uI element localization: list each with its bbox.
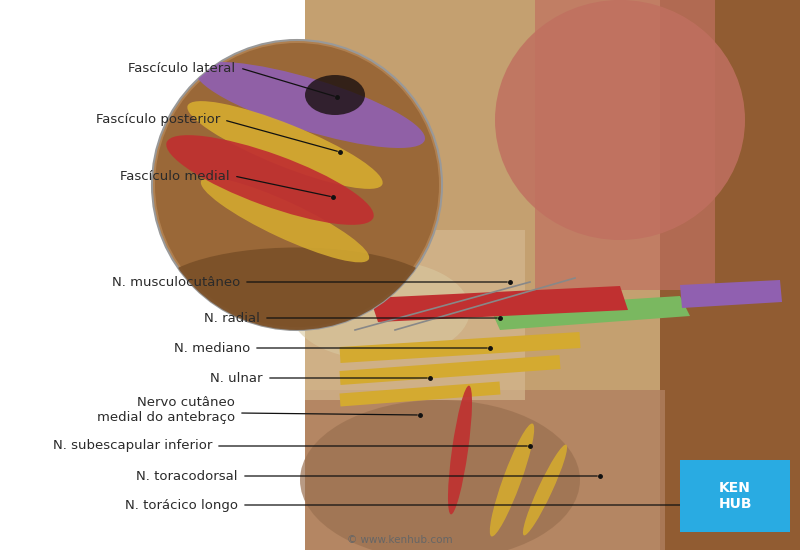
Ellipse shape xyxy=(523,444,567,535)
Text: N. radial: N. radial xyxy=(204,311,260,324)
Bar xyxy=(660,0,800,550)
Text: N. ulnar: N. ulnar xyxy=(210,371,263,384)
Text: N. mediano: N. mediano xyxy=(174,342,250,355)
Ellipse shape xyxy=(187,101,382,189)
Bar xyxy=(305,230,525,400)
Text: N. torácico longo: N. torácico longo xyxy=(125,498,238,512)
Ellipse shape xyxy=(195,62,425,148)
Bar xyxy=(535,0,715,290)
Ellipse shape xyxy=(495,0,745,240)
Text: Fascículo posterior: Fascículo posterior xyxy=(96,113,220,127)
Bar xyxy=(305,0,800,550)
Polygon shape xyxy=(339,382,501,406)
Polygon shape xyxy=(680,280,782,308)
Polygon shape xyxy=(370,286,628,322)
Text: N. toracodorsal: N. toracodorsal xyxy=(137,470,238,482)
Ellipse shape xyxy=(201,178,369,262)
Ellipse shape xyxy=(166,135,374,225)
Bar xyxy=(660,0,800,550)
Circle shape xyxy=(155,43,439,327)
Polygon shape xyxy=(339,332,581,363)
Ellipse shape xyxy=(300,400,580,550)
Polygon shape xyxy=(490,296,690,330)
Text: Fascículo lateral: Fascículo lateral xyxy=(128,62,235,74)
Ellipse shape xyxy=(152,248,442,343)
Text: Nervo cutâneo
medial do antebraço: Nervo cutâneo medial do antebraço xyxy=(97,396,235,424)
Bar xyxy=(305,390,665,550)
Text: KEN
HUB: KEN HUB xyxy=(718,481,752,511)
Text: Fascículo medial: Fascículo medial xyxy=(120,169,230,183)
Text: N. subescapular inferior: N. subescapular inferior xyxy=(53,439,212,453)
Polygon shape xyxy=(339,355,561,385)
Ellipse shape xyxy=(305,75,365,115)
Text: © www.kenhub.com: © www.kenhub.com xyxy=(347,535,453,545)
Ellipse shape xyxy=(290,260,470,360)
Ellipse shape xyxy=(490,424,534,536)
Text: N. musculocutâneo: N. musculocutâneo xyxy=(112,276,240,289)
Circle shape xyxy=(152,40,442,330)
Bar xyxy=(680,460,790,532)
Ellipse shape xyxy=(448,386,472,514)
